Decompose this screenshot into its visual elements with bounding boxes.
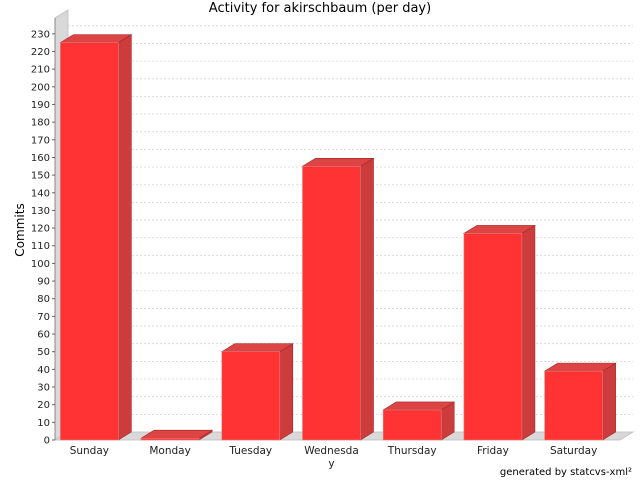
bar-front [221, 351, 281, 441]
bar-front [463, 233, 523, 441]
y-tick-label: 230 [31, 29, 50, 40]
bar-top [220, 343, 294, 353]
bar-side [360, 157, 374, 441]
y-tick-label: 0 [44, 436, 50, 447]
y-tick-label: 160 [31, 153, 50, 164]
y-tick-label: 30 [37, 383, 50, 394]
bar-front [140, 437, 200, 441]
x-tick-label: Friday [477, 445, 509, 457]
bar-top [382, 401, 456, 411]
y-tick-label: 70 [37, 312, 50, 323]
y-tick-label: 40 [37, 365, 50, 376]
y-axis-label: Commits [13, 203, 27, 256]
x-tick-label: Monday [149, 445, 190, 457]
y-axis: 0 10 20 30 40 50 60 70 80 90 100 110 120 130 140 150 160… [31, 18, 56, 447]
y-tick-label: 80 [37, 294, 50, 305]
y-tick-label: 100 [31, 259, 50, 270]
bar [301, 157, 375, 441]
bar-top [543, 362, 617, 372]
y-tick-label: 220 [31, 47, 50, 58]
bar-front [544, 370, 603, 441]
x-tick-label: Saturday [550, 445, 597, 457]
y-tick-label: 140 [31, 188, 50, 199]
bar-top [140, 429, 214, 439]
bar-top [462, 225, 536, 234]
bar-front [382, 409, 442, 441]
bar-side [118, 34, 132, 441]
y-tick-label: 210 [31, 65, 50, 76]
x-axis-labels: Sunday Monday Tuesday Wednesda y Thursday Frid… [70, 445, 598, 470]
bars [59, 34, 617, 441]
bar [543, 362, 617, 441]
x-tick-label: Wednesda y [304, 445, 359, 470]
y-tick-label: 60 [37, 330, 50, 341]
x-tick-label: Tuesday [228, 445, 272, 457]
bar [59, 34, 133, 441]
y-tick-label: 90 [37, 277, 50, 288]
bar-side [602, 362, 616, 441]
y-tick-label: 50 [37, 347, 50, 358]
bar-top [59, 34, 133, 43]
y-tick-label: 150 [31, 171, 50, 182]
y-tick-label: 200 [31, 82, 50, 93]
y-tick-label: 110 [31, 241, 50, 252]
y-tick-label: 170 [31, 135, 50, 146]
chart-title: Activity for akirschbaum (per day) [209, 1, 431, 16]
bar [462, 224, 536, 441]
bar-side [279, 343, 294, 441]
bar-front [60, 42, 119, 441]
x-tick-label: Thursday [387, 445, 437, 457]
y-tick-label: 180 [31, 118, 50, 129]
bar-front [302, 165, 361, 441]
footer-credit: generated by statcvs-xml² [500, 467, 632, 478]
bar-side [521, 224, 536, 441]
y-tick-label: 130 [31, 206, 50, 217]
y-tick-label: 190 [31, 100, 50, 111]
bar [140, 429, 214, 441]
y-tick-label: 120 [31, 224, 50, 235]
bar-top [301, 157, 375, 167]
bar [220, 343, 294, 441]
y-tick-label: 10 [37, 418, 50, 429]
y-tick-label: 20 [37, 400, 50, 411]
bar [382, 401, 456, 441]
x-tick-label: Sunday [70, 445, 109, 457]
